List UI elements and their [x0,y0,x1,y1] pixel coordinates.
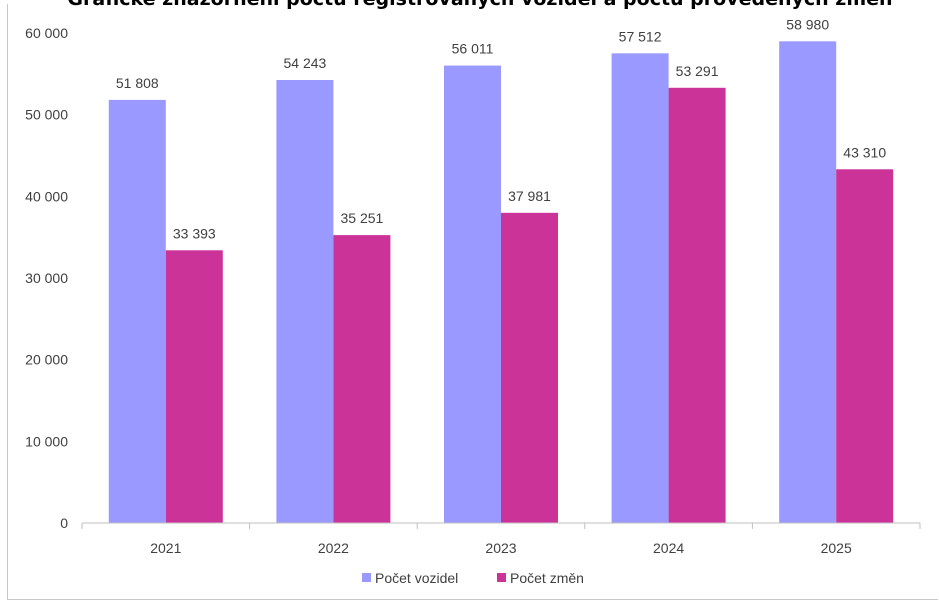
y-tick-label: 30 000 [25,270,68,286]
x-tick-label: 2023 [485,540,516,556]
data-label: 51 808 [116,75,159,91]
data-label: 43 310 [843,144,886,160]
bar-pocet-vozidel-2021 [108,99,166,523]
data-label: 57 512 [619,28,662,44]
data-label: 37 981 [508,188,551,204]
x-tick-label: 2024 [653,540,684,556]
bar-pocet-zmen-2024 [668,87,726,524]
data-label: 53 291 [676,63,719,79]
bar-pocet-vozidel-2022 [276,80,334,523]
bar-pocet-vozidel-2023 [444,65,501,523]
data-label: 58 980 [786,16,829,32]
x-tick-label: 2021 [150,540,181,556]
bar-pocet-zmen-2021 [165,250,223,523]
bar-pocet-zmen-2022 [333,235,391,524]
y-tick-label: 20 000 [25,352,68,368]
data-label: 35 251 [340,210,383,226]
y-axis: 0 10 000 20 000 30 000 40 000 50 000 60 000 [25,25,68,531]
chart-title: Grafické znázornění počtu registrovaných… [67,0,892,10]
legend-swatch [362,573,371,582]
y-tick-label: 60 000 [25,25,68,41]
y-tick-label: 40 000 [25,188,68,204]
bar-pocet-vozidel-2025 [779,41,837,524]
x-axis: 2021 2022 2023 2024 2025 [81,522,921,556]
bar-pocet-vozidel-2024 [611,53,669,524]
x-tick-label: 2022 [318,540,349,556]
x-tick-label: 2025 [821,540,852,556]
data-label: 54 243 [283,55,326,71]
bars: 51 808 33 393 54 243 35 251 56 011 37 981 57 5… [108,16,894,524]
y-tick-label: 50 000 [25,107,68,123]
data-label: 56 011 [452,41,494,57]
bar-pocet-zmen-2025 [836,169,894,523]
legend: Počet vozidel Počet změn [362,570,584,586]
legend-label: Počet vozidel [375,570,458,586]
data-label: 33 393 [173,225,216,241]
y-tick-label: 10 000 [25,433,68,449]
bar-pocet-zmen-2023 [501,212,558,523]
chart-frame [7,4,938,600]
legend-label: Počet změn [510,570,584,586]
y-tick-label: 0 [60,515,68,531]
legend-swatch [497,573,506,582]
